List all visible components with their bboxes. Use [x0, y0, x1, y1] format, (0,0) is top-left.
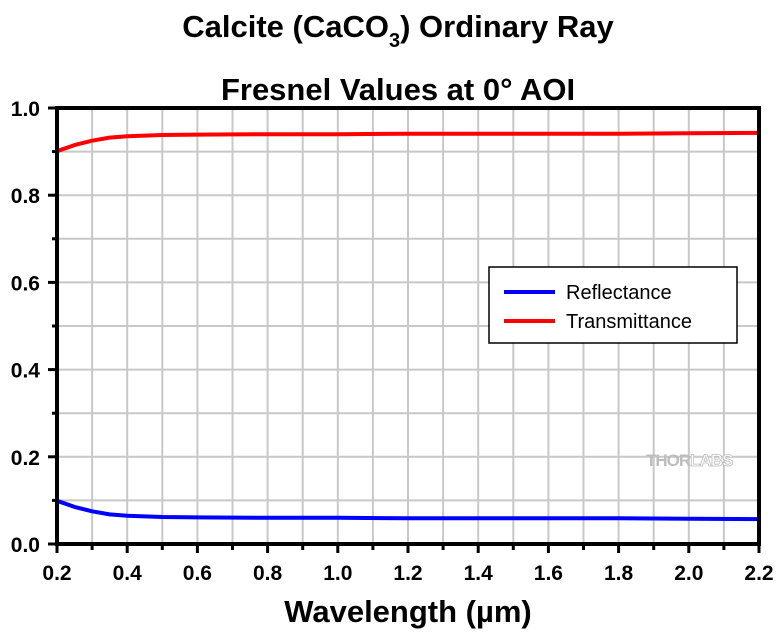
y-tick-label: 0.4 [11, 360, 41, 383]
legend-label-reflectance: Reflectance [566, 282, 672, 304]
chart-title: Calcite (CaCO3) Ordinary Ray Fresnel Val… [182, 9, 614, 107]
chart-title-line2: Fresnel Values at 0° AOI [221, 72, 575, 107]
legend: Reflectance Transmittance [488, 266, 738, 344]
watermark-thor: THOR [646, 451, 691, 470]
y-tick-label: 1.0 [11, 98, 40, 121]
legend-box [488, 266, 738, 344]
series-line-transmittance [56, 130, 760, 154]
y-tick-label: 0.0 [11, 534, 40, 557]
x-tick-label: 2.2 [744, 562, 773, 585]
x-tick-label: 1.4 [464, 562, 494, 585]
series-group [56, 130, 760, 522]
x-tick-label: 1.8 [604, 562, 634, 585]
svg-text:THORLABS: THORLABS [646, 451, 733, 470]
y-tick-label: 0.2 [11, 447, 40, 470]
thorlabs-watermark: THORLABS [646, 451, 735, 471]
y-tick-label: 0.6 [11, 272, 40, 295]
x-tick-label: 0.4 [113, 562, 143, 585]
y-tick-label: 0.8 [11, 185, 41, 208]
series-line-reflectance [56, 498, 760, 522]
x-tick-label: 0.6 [183, 562, 212, 585]
ticks: 0.2 0.4 0.6 0.8 1.0 1.2 1.4 1.6 1.8 2.0 2.20.00.20… [11, 98, 774, 585]
x-axis-label: Wavelength (µm) [284, 594, 532, 629]
x-tick-label: 0.8 [253, 562, 283, 585]
x-tick-label: 1.2 [393, 562, 422, 585]
legend-label-transmittance: Transmittance [566, 311, 692, 333]
x-tick-label: 2.0 [674, 562, 703, 585]
x-tick-label: 0.2 [42, 562, 71, 585]
x-tick-label: 1.0 [323, 562, 352, 585]
chart-title-line1: Calcite (CaCO3) Ordinary Ray [182, 9, 614, 52]
watermark-labs: LABS [690, 451, 733, 470]
x-tick-label: 1.6 [534, 562, 563, 585]
